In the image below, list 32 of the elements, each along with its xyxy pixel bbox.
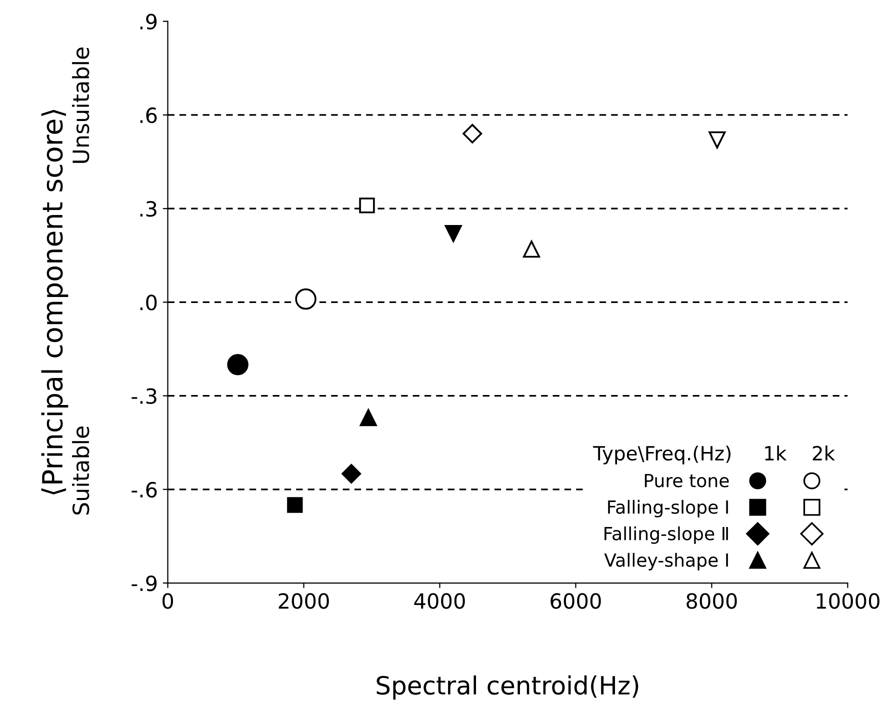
x-tick-label: 2000 bbox=[278, 593, 329, 609]
point bbox=[342, 464, 362, 484]
y-tick-label: -.6 bbox=[132, 482, 157, 498]
point bbox=[708, 131, 726, 148]
point bbox=[227, 354, 248, 376]
legend-label: Falling-slope Ⅰ bbox=[608, 500, 728, 518]
text: Unsuitable bbox=[72, 48, 90, 163]
text: Suitable bbox=[72, 426, 90, 515]
x-tick-label: 8000 bbox=[686, 593, 737, 609]
y-axis-title: ⟨Principal component score⟩ bbox=[41, 110, 68, 494]
x-tick-label: 0 bbox=[162, 593, 174, 609]
x-tick-label: 10000 bbox=[816, 593, 880, 609]
y-tick-label: -.9 bbox=[132, 575, 157, 592]
legend-label: Valley-shape Ⅰ bbox=[604, 552, 728, 570]
point bbox=[295, 288, 316, 310]
legend-title: Type\Freq.(Hz) 1k 2k bbox=[593, 446, 835, 464]
x-tick-label: 6000 bbox=[550, 593, 601, 609]
y-tick-label: -.3 bbox=[132, 388, 156, 404]
point bbox=[444, 224, 462, 242]
y-tick-label: .6 bbox=[140, 107, 157, 124]
legend-label: Pure tone bbox=[644, 474, 729, 488]
y-tick-label: .3 bbox=[140, 201, 156, 217]
point bbox=[360, 409, 377, 426]
y-tick-label: .0 bbox=[140, 294, 157, 310]
point bbox=[522, 240, 540, 258]
y-tick-label: .9 bbox=[140, 14, 157, 30]
x-axis-title: Spectral centroid(Hz) bbox=[376, 675, 638, 700]
point bbox=[287, 497, 303, 513]
legend-label: Falling-slope Ⅱ bbox=[604, 526, 728, 544]
x-tick-label: 4000 bbox=[414, 593, 465, 609]
point bbox=[359, 198, 375, 214]
point bbox=[462, 124, 482, 144]
